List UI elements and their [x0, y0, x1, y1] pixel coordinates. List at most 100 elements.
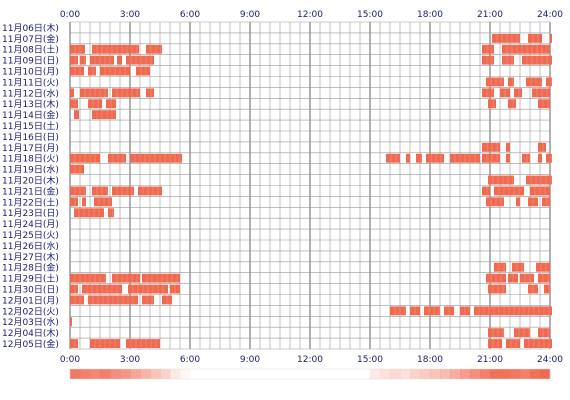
- activity-bar: [130, 153, 182, 163]
- activity-bar: [520, 273, 534, 283]
- day-label: 11月19日(水): [2, 164, 59, 176]
- activity-bar: [70, 273, 106, 283]
- heat-cell: [230, 369, 240, 379]
- activity-bars: [70, 33, 552, 348]
- activity-bar: [536, 262, 550, 272]
- activity-bar: [108, 208, 114, 218]
- heat-cell: [120, 369, 131, 379]
- activity-bar: [546, 77, 552, 87]
- heat-cell: [260, 369, 270, 379]
- activity-bar: [70, 284, 78, 294]
- activity-bar: [146, 88, 154, 98]
- day-label: 11月17日(月): [2, 143, 59, 154]
- activity-bar: [70, 99, 78, 109]
- activity-bar: [538, 273, 550, 283]
- day-label: 11月16日(日): [2, 132, 59, 143]
- day-label: 11月12日(水): [2, 87, 59, 99]
- activity-bar: [538, 142, 546, 152]
- activity-bar: [492, 33, 520, 43]
- activity-bar: [528, 197, 538, 207]
- heat-cell: [80, 369, 91, 379]
- heat-cell: [150, 369, 161, 379]
- activity-bar: [406, 153, 410, 163]
- activity-bar: [538, 153, 542, 163]
- heat-strip-frame: [69, 368, 551, 380]
- heat-cell: [270, 369, 280, 379]
- activity-bar: [488, 328, 504, 338]
- heat-cell: [500, 369, 511, 379]
- heat-cell: [180, 369, 191, 379]
- activity-bar: [136, 66, 150, 76]
- activity-bar: [146, 44, 162, 54]
- activity-bar: [70, 44, 85, 54]
- activity-bar: [138, 186, 162, 196]
- day-label: 11月06日(木): [2, 22, 59, 34]
- activity-bar: [544, 284, 550, 294]
- activity-bar: [546, 153, 552, 163]
- activity-bar: [506, 153, 510, 163]
- activity-bar: [542, 197, 550, 207]
- activity-bar: [524, 339, 552, 348]
- heat-cell: [220, 369, 230, 379]
- heat-cell: [370, 369, 381, 379]
- activity-bar: [142, 273, 180, 283]
- activity-bar: [88, 295, 138, 305]
- x-tick-label-top: 12:00: [297, 10, 323, 20]
- day-label: 11月21日(金): [2, 185, 59, 197]
- day-label: 12月03日(水): [2, 316, 59, 328]
- activity-bar: [532, 88, 550, 98]
- heat-cell: [320, 369, 330, 379]
- heat-cell: [440, 369, 451, 379]
- heat-cell: [380, 369, 391, 379]
- activity-bar: [514, 328, 530, 338]
- x-tick-label-bottom: 15:00: [357, 355, 383, 365]
- activity-bar: [486, 77, 504, 87]
- heat-cell: [90, 369, 101, 379]
- activity-bar: [88, 66, 96, 76]
- heat-cell: [410, 369, 421, 379]
- day-label: 12月01日(月): [2, 295, 59, 306]
- activity-bar: [522, 55, 552, 65]
- x-tick-label-bottom: 3:00: [120, 355, 140, 365]
- activity-bar: [508, 273, 518, 283]
- heat-cell: [400, 369, 411, 379]
- day-label: 11月22日(土): [2, 196, 59, 208]
- activity-bar: [126, 55, 154, 65]
- x-tick-label-bottom: 21:00: [477, 355, 503, 365]
- activity-bar: [488, 339, 502, 348]
- heat-cell: [250, 369, 260, 379]
- activity-bar: [70, 153, 100, 163]
- activity-bar: [74, 110, 79, 120]
- day-label: 11月20日(木): [2, 175, 59, 187]
- x-tick-label-top: 9:00: [240, 10, 260, 20]
- x-tick-label-bottom: 18:00: [417, 355, 443, 365]
- activity-bar: [94, 197, 112, 207]
- heat-cell: [160, 369, 171, 379]
- day-label: 11月26日(水): [2, 240, 59, 252]
- day-label: 11月15日(土): [2, 120, 59, 132]
- x-tick-label-bottom: 24:00: [537, 355, 563, 365]
- activity-bar: [90, 55, 114, 65]
- activity-bar: [522, 153, 530, 163]
- activity-bar: [142, 295, 154, 305]
- day-label: 11月30日(日): [2, 285, 59, 296]
- activity-bar: [92, 110, 116, 120]
- day-label: 11月07日(金): [2, 33, 59, 45]
- heat-cell: [450, 369, 461, 379]
- activity-bar: [410, 306, 420, 316]
- activity-bar: [80, 55, 86, 65]
- activity-bar: [117, 55, 122, 65]
- x-tick-label-bottom: 12:00: [297, 355, 323, 365]
- activity-bar: [526, 175, 552, 185]
- heat-cell: [470, 369, 481, 379]
- activity-bar: [530, 186, 550, 196]
- heat-cell: [170, 369, 181, 379]
- day-label: 11月18日(火): [2, 154, 59, 165]
- heat-cell: [330, 369, 340, 379]
- day-label: 11月14日(金): [2, 109, 59, 121]
- activity-bar: [512, 262, 524, 272]
- heat-cell: [360, 369, 370, 379]
- activity-bar: [70, 339, 78, 348]
- heat-cell: [110, 369, 121, 379]
- heat-cell: [490, 369, 501, 379]
